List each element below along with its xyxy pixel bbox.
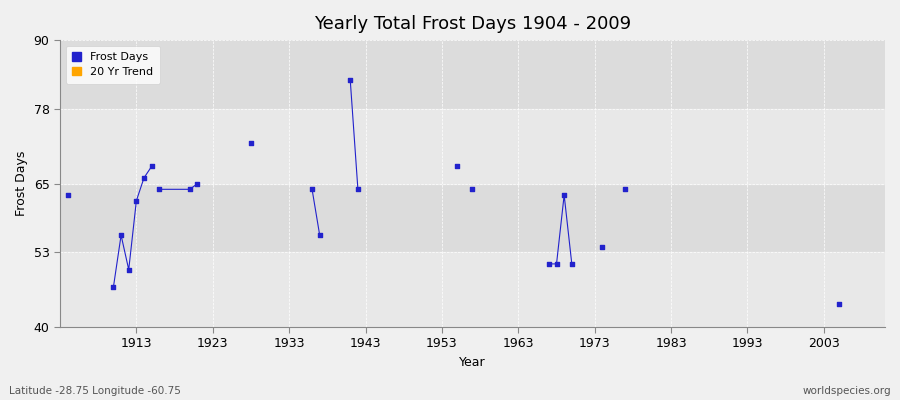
Point <box>549 261 563 267</box>
Point <box>305 186 320 192</box>
Point <box>312 232 327 238</box>
Bar <box>60 109 885 184</box>
Point <box>244 140 258 147</box>
Point <box>137 175 151 181</box>
Point <box>122 266 136 273</box>
Text: Latitude -28.75 Longitude -60.75: Latitude -28.75 Longitude -60.75 <box>9 386 181 396</box>
Point <box>183 186 197 192</box>
Point <box>557 192 572 198</box>
Point <box>351 186 365 192</box>
Point <box>343 77 357 84</box>
Point <box>106 284 121 290</box>
Point <box>190 180 204 187</box>
Point <box>114 232 129 238</box>
Legend: Frost Days, 20 Yr Trend: Frost Days, 20 Yr Trend <box>66 46 160 84</box>
Y-axis label: Frost Days: Frost Days <box>15 151 28 216</box>
Point <box>595 244 609 250</box>
Point <box>60 192 75 198</box>
Text: worldspecies.org: worldspecies.org <box>803 386 891 396</box>
Point <box>144 163 158 170</box>
Point <box>152 186 166 192</box>
Point <box>130 198 144 204</box>
X-axis label: Year: Year <box>459 356 486 369</box>
Point <box>618 186 633 192</box>
Point <box>564 261 579 267</box>
Point <box>542 261 556 267</box>
Title: Yearly Total Frost Days 1904 - 2009: Yearly Total Frost Days 1904 - 2009 <box>314 15 631 33</box>
Bar <box>60 252 885 327</box>
Point <box>832 301 846 307</box>
Point <box>450 163 464 170</box>
Point <box>465 186 480 192</box>
